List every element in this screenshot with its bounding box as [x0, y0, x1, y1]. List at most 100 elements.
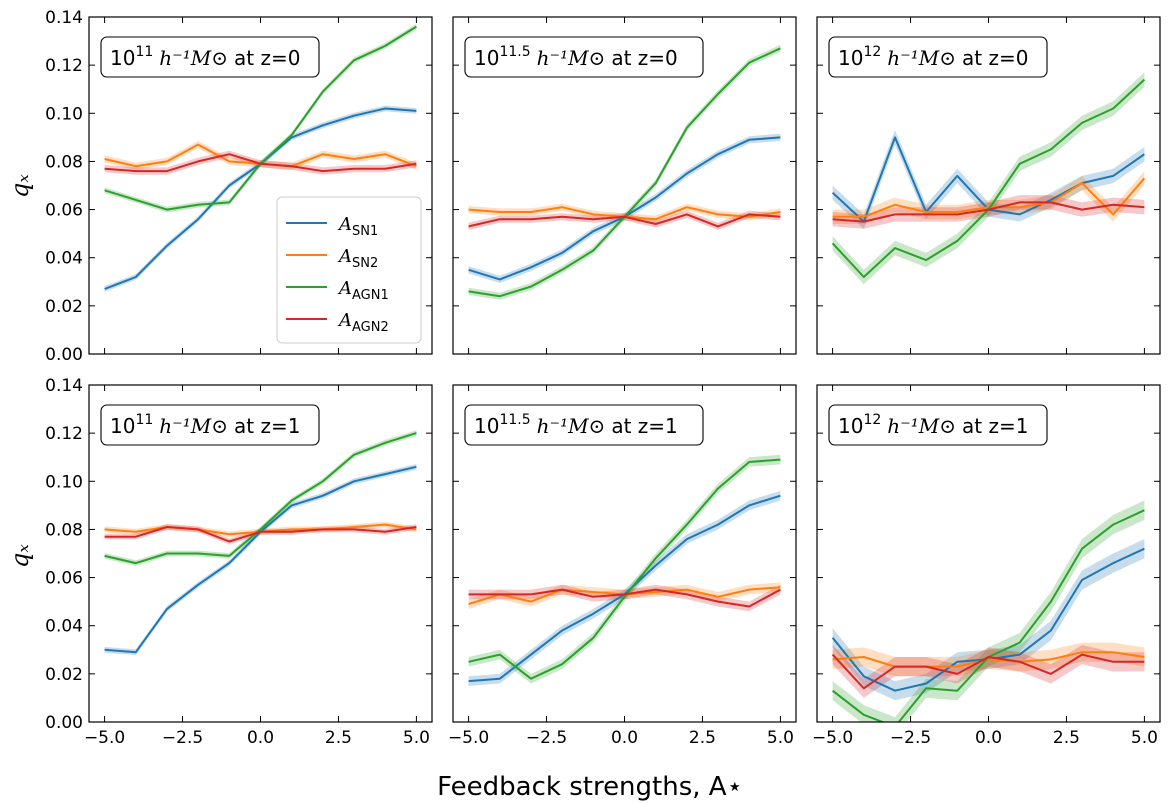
label-base: 10: [474, 414, 499, 438]
legend-label-sn1: ASN1: [337, 214, 378, 239]
panel-label-box: [828, 36, 1048, 78]
x-tick-label: 2.5: [325, 728, 352, 748]
plot-area: [831, 72, 1146, 285]
line-agn1: [104, 432, 417, 565]
band-agn1: [104, 430, 417, 566]
x-tick-label: 2.5: [1053, 728, 1080, 748]
x-tick-label: 5.0: [1131, 728, 1158, 748]
x-tick-label: −5.0: [448, 728, 489, 748]
legend-label-agn2: AAGN2: [337, 310, 389, 335]
panel-2: 1012 h⁻¹M⊙ at z=0: [816, 16, 1161, 355]
legend-label-sn2: ASN2: [337, 246, 378, 271]
band-asn2: [832, 171, 1145, 224]
panel-label: 1011 h⁻¹M⊙ at z=1: [110, 412, 300, 438]
y-tick-label: 0.08: [45, 520, 83, 540]
legend-sub: SN2: [352, 256, 378, 271]
plot-area: [831, 500, 1145, 722]
y-tick-label: 0.02: [45, 297, 83, 317]
plot-area: [468, 454, 781, 686]
panel-0: 0.00 0.02 0.04 0.06 0.08 0.10 0.12 0.14 1011 h⁻¹M…: [45, 8, 433, 365]
label-exponent: 11: [135, 44, 153, 60]
y-tick-label: 0.10: [45, 104, 83, 124]
x-tick-label: 0.0: [247, 728, 274, 748]
y-tick-label: 0.12: [45, 56, 83, 76]
label-unit: h⁻¹M⊙: [159, 46, 228, 70]
line-asn2: [832, 651, 1145, 668]
x-axis-label: Feedback strengths, A⋆: [437, 772, 743, 802]
y-tick-label: 0.14: [45, 8, 83, 28]
y-tick-label: 0.14: [45, 376, 83, 396]
line-agn1: [468, 47, 781, 298]
band-agn2: [832, 645, 1145, 698]
panel-1: 1011.5 h⁻¹M⊙ at z=0: [452, 16, 797, 355]
label-base: 10: [474, 46, 499, 70]
band-agn1: [468, 454, 781, 684]
band-agn1: [468, 44, 781, 300]
x-tick-label: 5.0: [403, 728, 430, 748]
legend-sub: SN1: [352, 224, 378, 239]
label-unit: h⁻¹M⊙: [537, 414, 606, 438]
legend-sub: AGN2: [352, 320, 389, 335]
label-base: 10: [838, 414, 863, 438]
x-tick-label: −5.0: [84, 728, 125, 748]
label-exponent: 11.5: [499, 412, 530, 428]
label-exponent: 12: [863, 412, 881, 428]
label-unit: h⁻¹M⊙: [537, 46, 606, 70]
legend-box: [276, 196, 422, 344]
band-asn2: [468, 203, 781, 223]
line-agn2: [832, 201, 1145, 223]
label-suffix: at z=0: [611, 46, 677, 70]
label-unit: h⁻¹M⊙: [887, 46, 956, 70]
x-tick-label: 5.0: [767, 728, 794, 748]
y-tick-label: 0.06: [45, 569, 83, 589]
panel-label: 1012 h⁻¹M⊙ at z=1: [838, 412, 1028, 438]
y-tick-label: 0.04: [45, 249, 83, 269]
x-tick-label: 2.5: [689, 728, 716, 748]
line-agn2: [104, 153, 417, 173]
panel-label-box: [100, 404, 320, 446]
band-agn2: [832, 195, 1145, 229]
legend-main: A: [337, 278, 352, 299]
legend-sub: AGN1: [352, 288, 389, 303]
legend-main: A: [337, 214, 352, 235]
panel-label: 1011 h⁻¹M⊙ at z=0: [110, 44, 300, 70]
panel-4: −5.0 −2.5 0.0 2.5 5.0 1011.5 h⁻¹M⊙ at z=1: [448, 384, 797, 748]
y-tick-label: 0.02: [45, 665, 83, 685]
y-axis-label-bottom: qₓ: [6, 544, 34, 568]
label-unit: h⁻¹M⊙: [159, 414, 228, 438]
line-agn2: [104, 526, 417, 543]
legend-main: A: [337, 246, 352, 267]
panel-label: 1011.5 h⁻¹M⊙ at z=0: [474, 44, 678, 70]
y-tick-label: 0.12: [45, 424, 83, 444]
label-suffix: at z=1: [962, 414, 1028, 438]
plot-area: [468, 44, 781, 300]
band-asn1: [832, 539, 1145, 701]
panel-label: 1011.5 h⁻¹M⊙ at z=1: [474, 412, 678, 438]
label-exponent: 11: [135, 412, 153, 428]
y-tick-label: 0.00: [45, 713, 83, 733]
plot-area: [104, 430, 417, 656]
x-tick-label: −2.5: [890, 728, 931, 748]
x-tick-label: −5.0: [812, 728, 853, 748]
legend-main: A: [337, 310, 352, 331]
label-suffix: at z=0: [234, 46, 300, 70]
panel-3: −5.0 −2.5 0.0 2.5 5.0 0.00 0.02 0.04 0.06 0.08 0.1…: [45, 376, 433, 748]
band-agn1: [832, 500, 1145, 722]
x-tick-label: 0.0: [611, 728, 638, 748]
band-asn1: [468, 133, 781, 283]
legend-label-agn1: AAGN1: [337, 278, 389, 303]
y-tick-label: 0.10: [45, 472, 83, 492]
panel-label-box: [828, 404, 1048, 446]
panel-label: 1012 h⁻¹M⊙ at z=0: [838, 44, 1028, 70]
label-exponent: 11.5: [499, 44, 530, 60]
y-tick-label: 0.04: [45, 617, 83, 637]
label-exponent: 12: [863, 44, 881, 60]
label-base: 10: [110, 414, 135, 438]
panel-label-box: [464, 36, 704, 78]
label-suffix: at z=1: [611, 414, 677, 438]
line-agn2: [468, 588, 781, 608]
label-suffix: at z=1: [234, 414, 300, 438]
line-agn2: [831, 653, 1145, 690]
